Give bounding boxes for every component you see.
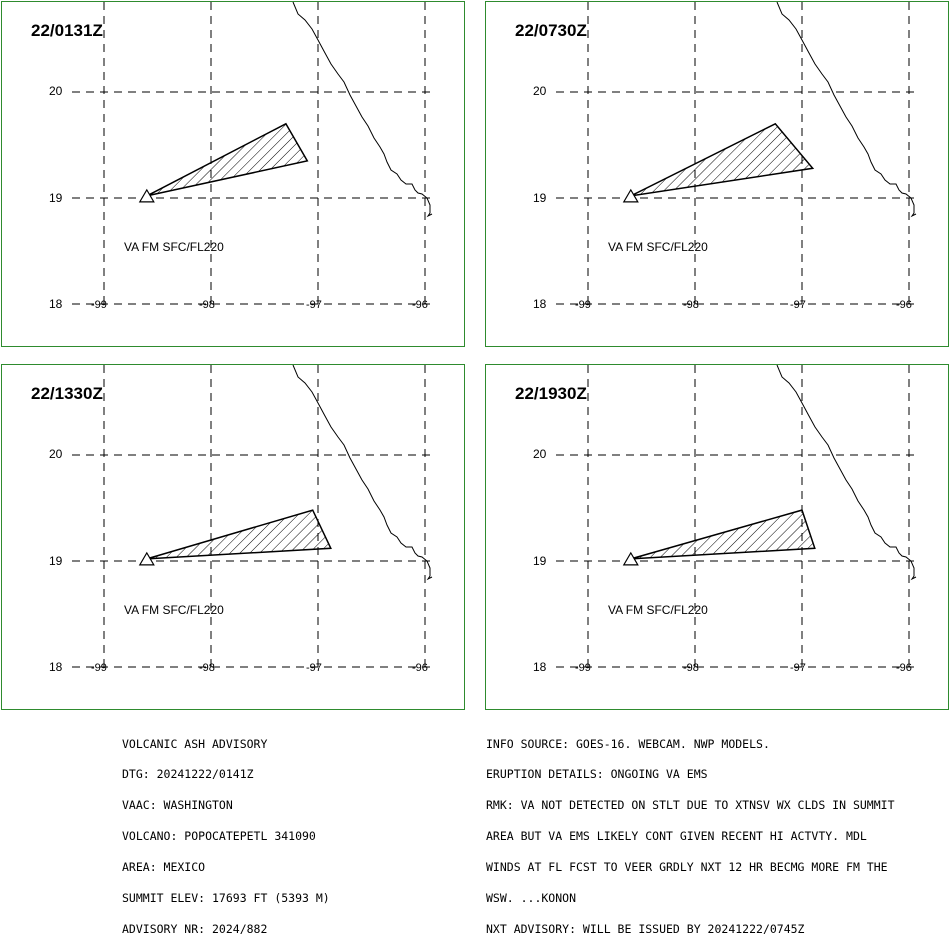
- coastline: [292, 2, 433, 218]
- volcano-icon: [622, 551, 639, 566]
- lon-label--97: -97: [306, 662, 322, 674]
- lon-label--99: -99: [91, 299, 107, 311]
- panel-time: 22/0131Z: [31, 21, 103, 40]
- coastline: [776, 365, 917, 581]
- lat-label-19: 19: [49, 191, 63, 205]
- ash-level-label: VA FM SFC/FL220: [124, 240, 224, 254]
- lon-label--99: -99: [575, 662, 591, 674]
- volcano-icon: [138, 188, 155, 203]
- advisory-remarks-block: INFO SOURCE: GOES-16. WEBCAM. NWP MODELS…: [486, 718, 895, 945]
- map-canvas: [556, 2, 917, 307]
- advisory-line: VAAC: WASHINGTON: [122, 798, 233, 813]
- panel-time: 22/1330Z: [31, 384, 103, 403]
- panel-time: 22/1930Z: [515, 384, 587, 403]
- coastline: [776, 2, 917, 218]
- lat-label-20: 20: [533, 447, 547, 461]
- advisory-line: NXT ADVISORY: WILL BE ISSUED BY 20241222…: [486, 921, 805, 936]
- ash-level-label: VA FM SFC/FL220: [608, 603, 708, 617]
- lon-label--99: -99: [575, 299, 591, 311]
- lon-label--98: -98: [683, 662, 699, 674]
- ash-level-label: VA FM SFC/FL220: [124, 603, 224, 617]
- advisory-line: WSW. ...KONON: [486, 891, 577, 906]
- ash-plume-polygon: [146, 509, 332, 560]
- lat-label-19: 19: [533, 191, 547, 205]
- lon-label--99: -99: [91, 662, 107, 674]
- volcano-icon: [622, 188, 639, 203]
- lat-label-18: 18: [49, 297, 63, 311]
- lat-label-20: 20: [49, 84, 63, 98]
- lon-label--98: -98: [683, 299, 699, 311]
- coastline: [292, 365, 433, 581]
- forecast-panel-1: 22/0131Z VA FM SFC/FL220 20 19 18 -99 -9…: [1, 1, 465, 347]
- lon-label--96: -96: [412, 662, 428, 674]
- advisory-line: VOLCANIC ASH ADVISORY: [122, 736, 268, 751]
- ash-plume-polygon: [630, 122, 815, 197]
- lat-label-18: 18: [533, 660, 547, 674]
- advisory-line: AREA BUT VA EMS LIKELY CONT GIVEN RECENT…: [486, 829, 867, 844]
- advisory-line: VOLCANO: POPOCATEPETL 341090: [122, 829, 316, 844]
- advisory-line: AREA: MEXICO: [122, 860, 206, 875]
- lon-label--97: -97: [790, 662, 806, 674]
- lat-label-20: 20: [533, 84, 547, 98]
- forecast-panel-4: 22/1930Z VA FM SFC/FL220 20 19 18 -99 -9…: [485, 364, 949, 710]
- lat-label-18: 18: [533, 297, 547, 311]
- lon-label--97: -97: [306, 299, 322, 311]
- ash-plume-polygon: [630, 509, 816, 560]
- map-canvas: [72, 2, 433, 307]
- advisory-header-block: VOLCANIC ASH ADVISORY DTG: 20241222/0141…: [122, 718, 330, 945]
- map-canvas: [556, 365, 917, 670]
- advisory-line: DTG: 20241222/0141Z: [122, 767, 254, 782]
- advisory-line: WINDS AT FL FCST TO VEER GRDLY NXT 12 HR…: [486, 860, 888, 875]
- lat-label-19: 19: [533, 554, 547, 568]
- lon-label--98: -98: [199, 299, 215, 311]
- lon-label--98: -98: [199, 662, 215, 674]
- advisory-line: RMK: VA NOT DETECTED ON STLT DUE TO XTNS…: [486, 798, 895, 813]
- advisory-line: INFO SOURCE: GOES-16. WEBCAM. NWP MODELS…: [486, 736, 770, 751]
- lon-label--96: -96: [412, 299, 428, 311]
- lat-label-18: 18: [49, 660, 63, 674]
- lon-label--96: -96: [896, 299, 912, 311]
- map-canvas: [72, 365, 433, 670]
- lon-label--96: -96: [896, 662, 912, 674]
- lon-label--97: -97: [790, 299, 806, 311]
- lat-label-19: 19: [49, 554, 63, 568]
- advisory-line: SUMMIT ELEV: 17693 FT (5393 M): [122, 891, 330, 906]
- advisory-line: ERUPTION DETAILS: ONGOING VA EMS: [486, 767, 708, 782]
- advisory-line: ADVISORY NR: 2024/882: [122, 921, 268, 936]
- panel-time: 22/0730Z: [515, 21, 587, 40]
- lat-label-20: 20: [49, 447, 63, 461]
- ash-level-label: VA FM SFC/FL220: [608, 240, 708, 254]
- forecast-panel-3: 22/1330Z VA FM SFC/FL220 20 19 18 -99 -9…: [1, 364, 465, 710]
- forecast-panel-2: 22/0730Z VA FM SFC/FL220 20 19 18 -99 -9…: [485, 1, 949, 347]
- volcano-icon: [138, 551, 155, 566]
- ash-plume-polygon: [146, 122, 309, 197]
